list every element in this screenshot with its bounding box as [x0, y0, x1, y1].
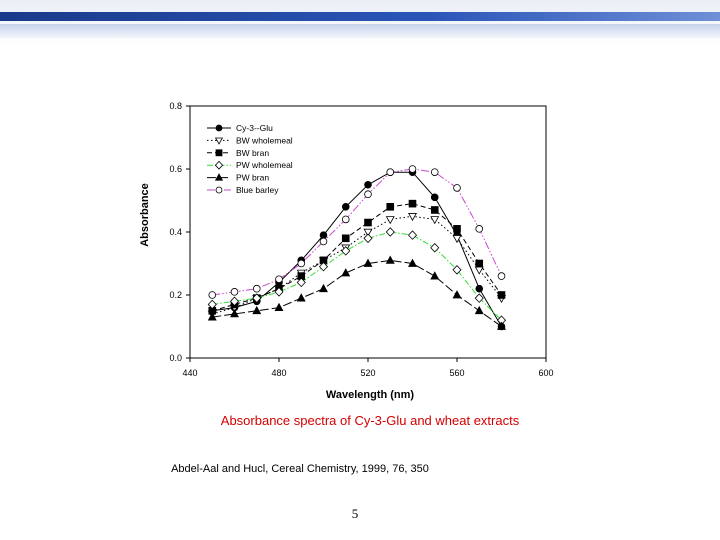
data-point-s0-10 — [430, 193, 439, 202]
data-point-s3-7 — [363, 233, 373, 244]
data-point-s4-13 — [497, 321, 506, 330]
data-point-s5-6 — [341, 215, 350, 224]
data-point-s3-6 — [341, 246, 351, 256]
y-tick-label-1: 0.2 — [169, 290, 182, 300]
data-point-s0-5 — [319, 231, 328, 239]
data-point-s5-11 — [453, 184, 461, 192]
data-point-s2-6 — [341, 234, 350, 243]
legend-marker-3 — [214, 160, 224, 170]
legend-label-2: BW bran — [236, 148, 269, 158]
data-point-s3-9 — [407, 230, 418, 240]
data-point-s1-8 — [385, 216, 395, 225]
legend-marker-2 — [215, 149, 223, 157]
data-point-s3-4 — [296, 277, 306, 288]
data-point-s3-2 — [252, 293, 262, 303]
y-axis-label: Absorbance — [139, 183, 151, 247]
data-point-s5-5 — [319, 237, 328, 246]
legend-label-5: Blue barley — [236, 185, 279, 195]
citation-text: Abdel-Aal and Hucl, Cereal Chemistry, 19… — [171, 463, 429, 475]
data-point-s3-10 — [430, 242, 440, 253]
data-point-s4-10 — [430, 271, 440, 280]
legend-marker-1 — [214, 137, 224, 145]
data-point-s4-8 — [385, 255, 395, 264]
data-point-s0-12 — [475, 284, 484, 293]
data-point-s3-8 — [385, 227, 395, 237]
series-line-4 — [212, 259, 502, 327]
legend-label-3: PW wholemeal — [236, 160, 293, 170]
y-tick-label-4: 0.8 — [169, 101, 182, 111]
data-point-s2-12 — [475, 259, 484, 268]
data-point-s3-0 — [207, 299, 217, 310]
data-point-s4-12 — [474, 305, 484, 315]
y-tick-label-2: 0.4 — [169, 227, 182, 237]
data-point-s2-13 — [497, 291, 506, 299]
legend-label-1: BW wholemeal — [236, 135, 293, 145]
y-tick-label-3: 0.6 — [169, 164, 182, 174]
header-stripe-shadow — [0, 24, 720, 38]
data-point-s4-2 — [252, 305, 262, 315]
page-number: 5 — [351, 506, 359, 521]
data-point-s3-11 — [452, 265, 462, 275]
data-point-s1-7 — [363, 228, 373, 237]
data-point-s1-9 — [408, 213, 417, 222]
data-point-s1-11 — [452, 235, 462, 244]
legend-marker-5 — [215, 186, 223, 194]
x-tick-label-1: 480 — [271, 368, 286, 378]
figure-caption: Absorbance spectra of Cy-3-Glu and wheat… — [220, 413, 520, 428]
legend-label-0: Cy-3--Glu — [236, 123, 273, 133]
data-point-s0-7 — [364, 180, 372, 189]
data-point-s5-4 — [297, 259, 306, 268]
header-stripe — [0, 12, 720, 21]
data-point-s5-0 — [208, 291, 217, 299]
data-point-s3-3 — [274, 287, 284, 297]
x-tick-label-0: 440 — [182, 368, 197, 378]
data-point-s5-2 — [252, 284, 261, 293]
x-tick-label-2: 520 — [360, 368, 375, 378]
data-point-s1-10 — [430, 216, 440, 225]
data-point-s5-12 — [475, 225, 484, 233]
data-point-s4-3 — [274, 302, 284, 312]
data-point-s5-13 — [497, 272, 506, 280]
data-point-s4-7 — [363, 258, 373, 267]
data-point-s5-10 — [430, 168, 439, 176]
data-point-s4-6 — [341, 268, 351, 277]
data-point-s0-6 — [341, 203, 350, 211]
x-axis-label: Wavelength (nm) — [326, 389, 415, 401]
series-line-3 — [212, 231, 502, 321]
data-point-s2-7 — [364, 218, 372, 227]
data-point-s5-7 — [364, 190, 372, 199]
data-point-s4-0 — [207, 312, 217, 321]
data-point-s4-5 — [319, 283, 328, 293]
data-point-s4-9 — [408, 258, 417, 267]
data-point-s5-8 — [386, 168, 395, 176]
data-point-s4-1 — [230, 309, 239, 318]
data-point-s2-8 — [386, 202, 395, 211]
data-point-s1-12 — [474, 266, 484, 275]
data-point-s2-9 — [408, 199, 417, 208]
data-point-s4-11 — [452, 290, 462, 299]
header-banner — [0, 0, 720, 48]
data-point-s5-1 — [230, 288, 239, 296]
data-point-s4-4 — [296, 293, 306, 302]
legend-marker-0 — [215, 124, 223, 132]
data-point-s3-1 — [229, 296, 240, 307]
series-line-5 — [212, 168, 502, 296]
data-point-s2-11 — [453, 225, 461, 233]
x-tick-label-3: 560 — [449, 368, 464, 378]
data-point-s3-12 — [474, 293, 484, 303]
data-point-s5-9 — [408, 165, 417, 173]
legend-label-4: PW bran — [236, 173, 269, 183]
y-tick-label-0: 0.0 — [169, 353, 182, 363]
data-point-s5-3 — [275, 275, 283, 284]
data-point-s3-5 — [318, 261, 329, 272]
legend-marker-4 — [214, 173, 224, 181]
x-tick-label-4: 600 — [538, 368, 553, 378]
data-point-s2-10 — [430, 206, 439, 214]
